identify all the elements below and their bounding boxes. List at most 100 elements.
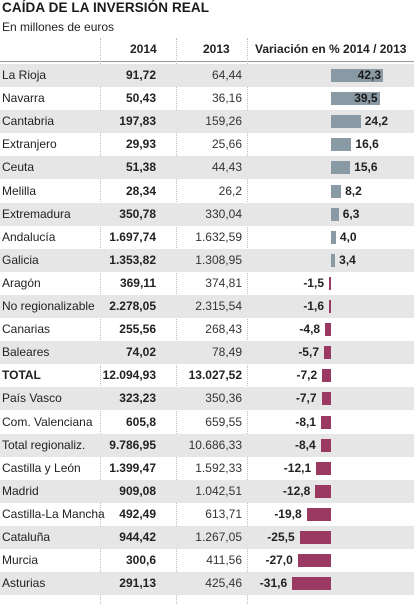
table-row: La Rioja 91,72 64,44 42,3 bbox=[0, 64, 414, 88]
column-header-2013: 2013 bbox=[203, 42, 230, 56]
table-row: Extremadura 350,78 330,04 6,3 bbox=[0, 202, 414, 226]
value-2014: 369,11 bbox=[119, 275, 156, 290]
value-2014: 51,38 bbox=[125, 160, 156, 175]
value-2014: 91,72 bbox=[125, 68, 156, 82]
value-2014: 300,6 bbox=[125, 553, 156, 568]
variation-bar bbox=[323, 346, 331, 360]
value-2014: 9.786,95 bbox=[109, 437, 156, 452]
variation-bar bbox=[331, 115, 361, 129]
column-header-2014: 2014 bbox=[130, 42, 157, 56]
variation-bar bbox=[331, 69, 383, 82]
variation-label: -4,8 bbox=[299, 322, 321, 337]
row-label: Madrid bbox=[2, 483, 39, 498]
table-row: Navarra 50,43 36,16 39,5 bbox=[0, 87, 414, 110]
column-separator bbox=[247, 38, 248, 604]
value-2013: 1.042,51 bbox=[195, 483, 242, 498]
value-2013: 10.686,33 bbox=[188, 437, 242, 452]
row-label: Castilla-La Mancha bbox=[2, 506, 105, 521]
variation-bar bbox=[321, 392, 331, 406]
row-label: Cataluña bbox=[2, 530, 51, 544]
value-2013: 350,36 bbox=[205, 391, 242, 406]
row-label: Andalucía bbox=[2, 229, 56, 244]
row-label: No regionalizable bbox=[2, 299, 95, 313]
column-separator bbox=[100, 38, 101, 604]
table-row: Cantabria 197,83 159,26 24,2 bbox=[0, 110, 414, 134]
variation-label: 4,0 bbox=[339, 229, 357, 244]
value-2013: 613,71 bbox=[205, 506, 242, 521]
value-2014: 291,13 bbox=[119, 576, 156, 591]
variation-label: -8,4 bbox=[295, 437, 316, 452]
row-label: Castilla y León bbox=[2, 460, 81, 475]
row-label: TOTAL bbox=[2, 368, 41, 383]
table-row: Melilla 28,34 26,2 8,2 bbox=[0, 180, 414, 203]
value-2013: 659,55 bbox=[205, 414, 242, 429]
variation-bar bbox=[331, 92, 380, 106]
row-label: Aragón bbox=[2, 275, 41, 290]
value-2013: 25,66 bbox=[211, 137, 242, 152]
variation-label: 42,3 bbox=[357, 68, 381, 82]
variation-bar bbox=[315, 484, 331, 498]
row-label: Melilla bbox=[2, 183, 37, 198]
row-label: Asturias bbox=[2, 576, 46, 591]
value-2013: 330,04 bbox=[205, 206, 242, 221]
row-label: Canarias bbox=[2, 322, 51, 337]
row-label: Baleares bbox=[2, 345, 50, 360]
value-2014: 1.697,74 bbox=[109, 229, 156, 244]
table-row: Total regionaliz. 9.786,95 10.686,33 -8,4 bbox=[0, 433, 414, 457]
variation-bar bbox=[325, 323, 331, 337]
variation-bar bbox=[331, 161, 351, 175]
row-label: Galicia bbox=[2, 252, 39, 267]
value-2014: 350,78 bbox=[119, 206, 156, 221]
value-2013: 425,46 bbox=[205, 576, 242, 591]
table-row: Asturias 291,13 425,46 -31,6 bbox=[0, 572, 414, 596]
variation-bar bbox=[329, 276, 331, 290]
variation-label: 39,5 bbox=[354, 91, 378, 106]
value-2013: 159,26 bbox=[205, 114, 242, 129]
variation-bar bbox=[331, 230, 336, 244]
value-2013: 374,81 bbox=[205, 275, 242, 290]
table-row: Extranjero 29,93 25,66 16,6 bbox=[0, 133, 414, 156]
table-row: Cataluña 944,42 1.267,05 -25,5 bbox=[0, 526, 414, 550]
variation-label: -25,5 bbox=[267, 530, 295, 544]
variation-label: 6,3 bbox=[342, 206, 360, 221]
row-label: Extranjero bbox=[2, 137, 57, 152]
value-2014: 28,34 bbox=[125, 183, 156, 198]
column-header-variation: Variación en % 2014 / 2013 bbox=[255, 42, 407, 56]
variation-label: 24,2 bbox=[364, 114, 389, 129]
row-label: Cantabria bbox=[2, 114, 55, 129]
value-2013: 1.632,59 bbox=[195, 229, 242, 244]
variation-bar bbox=[320, 438, 331, 452]
value-2013: 78,49 bbox=[211, 345, 242, 360]
variation-bar bbox=[321, 415, 331, 429]
variation-bar bbox=[306, 507, 331, 521]
chart-title: CAÍDA DE LA INVERSIÓN REAL bbox=[2, 0, 210, 15]
value-2013: 411,56 bbox=[206, 553, 242, 568]
row-label: Total regionaliz. bbox=[2, 437, 86, 452]
variation-bar bbox=[292, 577, 331, 591]
variation-bar bbox=[331, 138, 352, 152]
value-2014: 197,83 bbox=[119, 114, 156, 129]
value-2013: 36,16 bbox=[211, 91, 242, 106]
table-row: Baleares 74,02 78,49 -5,7 bbox=[0, 341, 414, 365]
variation-bar bbox=[322, 369, 331, 383]
value-2013: 64,44 bbox=[211, 68, 242, 82]
variation-label: -31,6 bbox=[259, 576, 288, 591]
column-separator bbox=[176, 38, 177, 604]
variation-label: -8,1 bbox=[295, 414, 317, 429]
row-label: La Rioja bbox=[2, 68, 47, 82]
variation-bar bbox=[331, 253, 336, 267]
value-2014: 492,49 bbox=[119, 506, 156, 521]
variation-bar bbox=[297, 554, 331, 568]
variation-label: -19,8 bbox=[274, 506, 302, 521]
table-row: Murcia 300,6 411,56 -27,0 bbox=[0, 549, 414, 572]
value-2014: 605,8 bbox=[125, 414, 156, 429]
row-label: Navarra bbox=[2, 91, 45, 106]
variation-label: 16,6 bbox=[355, 137, 379, 152]
variation-bar bbox=[299, 531, 331, 544]
variation-bar bbox=[331, 184, 342, 198]
variation-label: -7,2 bbox=[296, 368, 318, 383]
variation-label: 3,4 bbox=[339, 252, 356, 267]
variation-label: -12,1 bbox=[283, 460, 312, 475]
variation-label: 15,6 bbox=[354, 160, 378, 175]
